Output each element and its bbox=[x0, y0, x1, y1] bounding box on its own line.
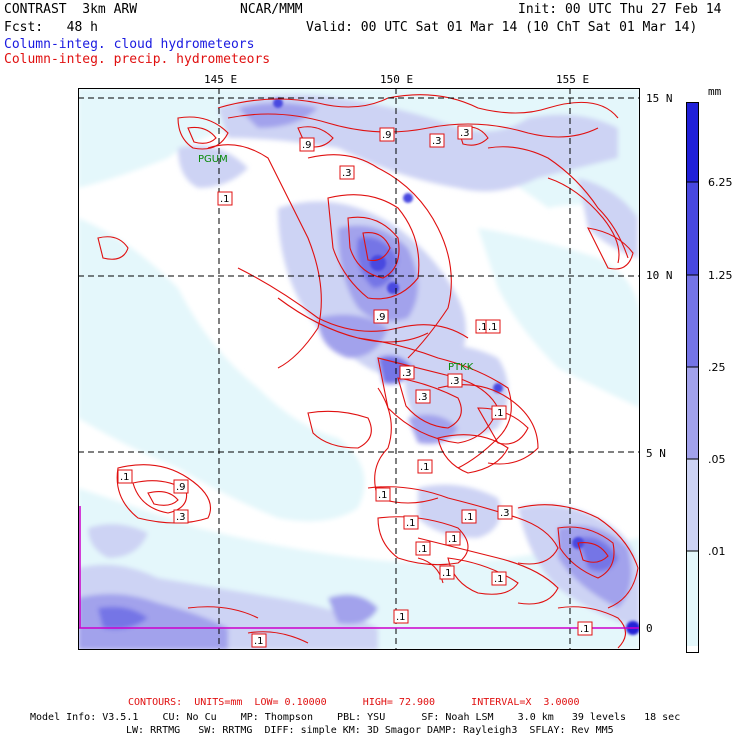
svg-text:.3: .3 bbox=[460, 128, 470, 139]
svg-text:.9: .9 bbox=[382, 130, 392, 141]
lat-label-15n: 15 N bbox=[646, 92, 673, 105]
svg-text:.3: .3 bbox=[342, 168, 352, 179]
svg-text:.1: .1 bbox=[448, 534, 458, 545]
svg-text:.1: .1 bbox=[464, 512, 474, 523]
colorbar-segment bbox=[686, 551, 699, 646]
contour-label: .3 bbox=[447, 373, 463, 388]
lat-label-5n: 5 N bbox=[646, 447, 666, 460]
contour-label: .1 bbox=[417, 459, 433, 474]
lon-label-155: 155 E bbox=[556, 73, 590, 86]
contour-label: .1 bbox=[445, 531, 461, 546]
contour-label: .1 bbox=[415, 541, 431, 556]
svg-text:.3: .3 bbox=[432, 136, 442, 147]
contour-label: .3 bbox=[399, 365, 415, 380]
svg-text:.1: .1 bbox=[396, 612, 406, 623]
contour-info: CONTOURS: UNITS=mm LOW= 0.10000 HIGH= 72… bbox=[128, 697, 580, 708]
svg-text:.1: .1 bbox=[120, 472, 130, 483]
contour-label: .1 bbox=[403, 515, 419, 530]
contour-label: .9 bbox=[173, 479, 189, 494]
svg-text:.1: .1 bbox=[220, 194, 230, 205]
svg-text:.3: .3 bbox=[450, 376, 460, 387]
contour-label: .1 bbox=[251, 633, 267, 648]
svg-text:.3: .3 bbox=[402, 368, 412, 379]
colorbar-tick: .25 bbox=[708, 361, 726, 374]
svg-text:.9: .9 bbox=[176, 482, 186, 493]
contour-label: .1 bbox=[393, 609, 409, 624]
svg-text:.1: .1 bbox=[378, 490, 388, 501]
field-precip-label: Column-integ. precip. hydrometeors bbox=[4, 52, 271, 67]
svg-text:.3: .3 bbox=[176, 512, 186, 523]
model-info-line-2: LW: RRTMG SW: RRTMG DIFF: simple KM: 3D … bbox=[126, 725, 614, 736]
svg-text:.1: .1 bbox=[420, 462, 430, 473]
weather-map: PGUM PTKK .1 .3 .9 .3 .9 .3 .1 .9 .1 .3 … bbox=[78, 88, 640, 650]
contour-label: .3 bbox=[457, 125, 473, 140]
contour-label: .1 bbox=[491, 571, 507, 586]
colorbar-segment bbox=[686, 275, 699, 367]
contour-labels: .1 .3 .9 .3 .9 .3 .1 .9 .1 .3 .3 .3 .1 .… bbox=[117, 125, 593, 648]
svg-text:.1: .1 bbox=[254, 636, 264, 647]
contour-label: .3 bbox=[339, 165, 355, 180]
lon-label-150: 150 E bbox=[380, 73, 414, 86]
contour-label: .9 bbox=[379, 127, 395, 142]
svg-text:.9: .9 bbox=[302, 140, 312, 151]
colorbar: 6.25 1.25 .25 .05 .01 bbox=[686, 102, 733, 653]
contour-label: .9 bbox=[299, 137, 315, 152]
lat-label-equator: 0 bbox=[646, 622, 653, 635]
svg-text:.1: .1 bbox=[442, 568, 452, 579]
contour-label: .1 bbox=[439, 565, 455, 580]
contour-label: .3 bbox=[173, 509, 189, 524]
forecast-hour: Fcst: 48 h bbox=[4, 20, 98, 35]
svg-text:.1: .1 bbox=[580, 624, 590, 635]
svg-text:.1: .1 bbox=[478, 322, 488, 333]
colorbar-frame bbox=[686, 102, 699, 653]
colorbar-segment bbox=[686, 459, 699, 551]
precip-contours bbox=[97, 94, 639, 649]
org-label: NCAR/MMM bbox=[240, 2, 303, 17]
colorbar-tick: 6.25 bbox=[708, 176, 733, 189]
contour-label: .1 bbox=[375, 487, 391, 502]
svg-text:.1: .1 bbox=[418, 544, 428, 555]
svg-text:.1: .1 bbox=[406, 518, 416, 529]
lon-label-145: 145 E bbox=[204, 73, 238, 86]
contour-label: .1 bbox=[117, 469, 133, 484]
contour-label: .3 bbox=[497, 505, 513, 520]
contour-label: .1 bbox=[217, 191, 233, 206]
contour-label: .1 bbox=[577, 621, 593, 636]
colorbar-tick: .05 bbox=[708, 453, 726, 466]
colorbar-tick: 1.25 bbox=[708, 269, 733, 282]
field-cloud-label: Column-integ. cloud hydrometeors bbox=[4, 37, 255, 52]
model-name: CONTRAST 3km ARW bbox=[4, 2, 138, 17]
svg-text:.3: .3 bbox=[418, 392, 428, 403]
station-label-pgum: PGUM bbox=[198, 154, 228, 165]
model-info-line-1: Model Info: V3.5.1 CU: No Cu MP: Thompso… bbox=[30, 712, 681, 723]
svg-text:.9: .9 bbox=[376, 312, 386, 323]
station-label-ptkk: PTKK bbox=[448, 362, 474, 373]
colorbar-segment bbox=[686, 102, 699, 182]
colorbar-segment bbox=[686, 182, 699, 275]
contour-label: .9 bbox=[373, 309, 389, 324]
colorbar-unit: mm bbox=[708, 85, 722, 98]
svg-text:.1: .1 bbox=[488, 322, 498, 333]
lat-lon-grid bbox=[78, 88, 640, 650]
valid-time: Valid: 00 UTC Sat 01 Mar 14 (10 ChT Sat … bbox=[306, 20, 698, 35]
svg-text:.1: .1 bbox=[494, 408, 504, 419]
contour-label: .1 bbox=[485, 319, 501, 334]
svg-text:.1: .1 bbox=[494, 574, 504, 585]
colorbar-tick: .01 bbox=[708, 545, 726, 558]
colorbar-segment bbox=[686, 367, 699, 459]
contour-label: .3 bbox=[429, 133, 445, 148]
init-time: Init: 00 UTC Thu 27 Feb 14 bbox=[518, 2, 722, 17]
contour-label: .1 bbox=[491, 405, 507, 420]
svg-text:.3: .3 bbox=[500, 508, 510, 519]
lat-label-10n: 10 N bbox=[646, 269, 673, 282]
contour-label: .1 bbox=[461, 509, 477, 524]
contour-label: .3 bbox=[415, 389, 431, 404]
map-frame bbox=[78, 88, 640, 650]
